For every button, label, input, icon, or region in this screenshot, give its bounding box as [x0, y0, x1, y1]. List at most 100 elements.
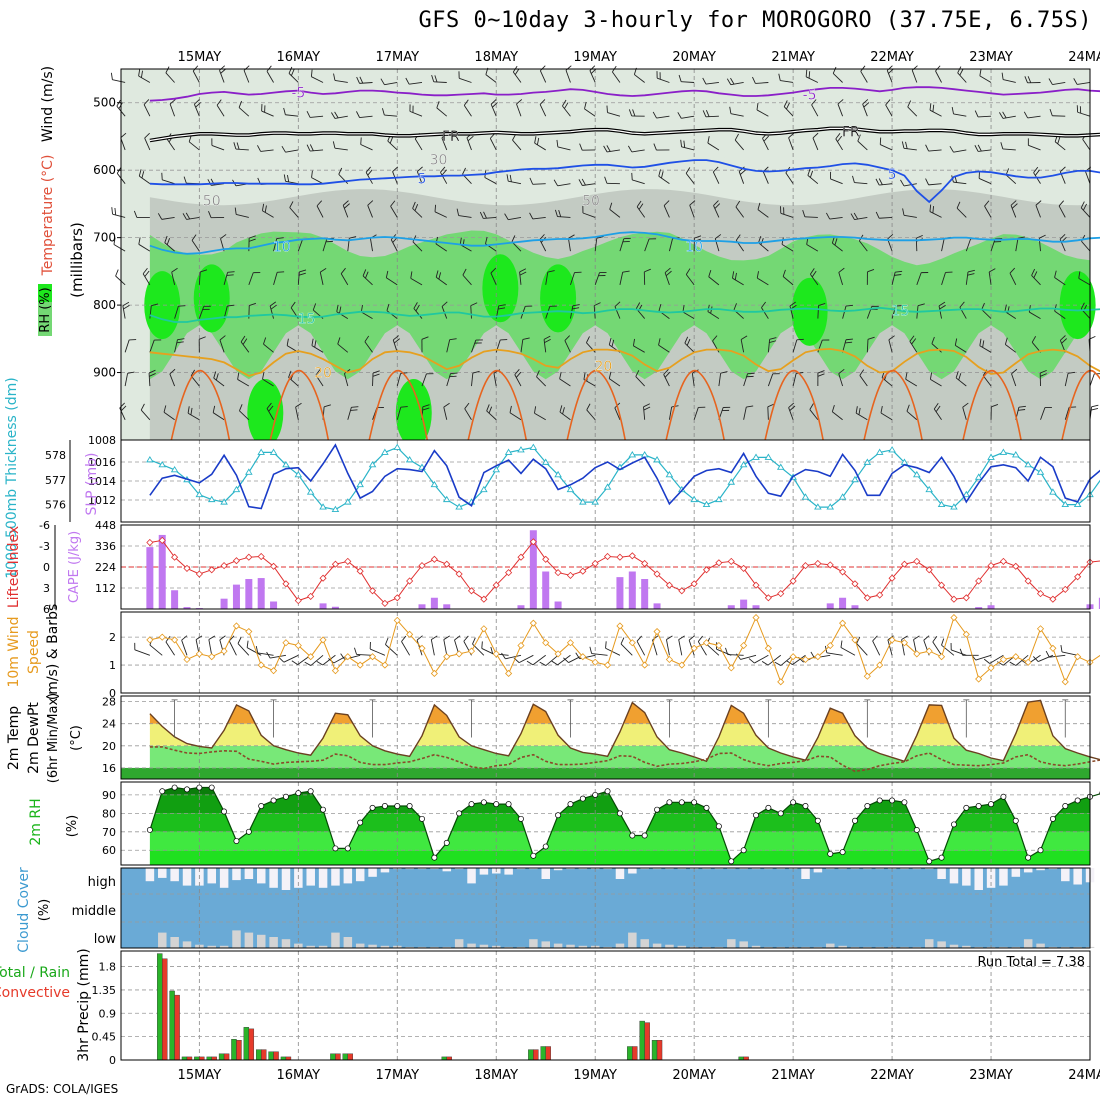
contour-label: -5 [291, 86, 305, 102]
lifted-index-point [591, 559, 599, 568]
rh-point [505, 801, 512, 808]
lifted-index-point [307, 592, 315, 600]
wind-barb [219, 65, 226, 71]
rh-saturated-blob [1059, 271, 1096, 340]
wind-barb [1073, 78, 1078, 85]
wind-barb [273, 238, 278, 252]
wind-barb [539, 661, 547, 666]
wind-barb [582, 183, 596, 186]
wind-barb [1029, 311, 1041, 319]
wind-barb [582, 212, 596, 218]
wind-barb [498, 304, 506, 307]
wind-barb [228, 635, 235, 642]
lifted-index-point [245, 553, 253, 561]
low-cloud-bar [306, 945, 315, 948]
wind-speed-point [282, 639, 290, 647]
wind-barb [337, 343, 349, 353]
wind-barb [988, 268, 996, 273]
wind-barb [767, 339, 771, 353]
lifted-index-point [1049, 595, 1057, 603]
wind-speed-point [1074, 653, 1082, 661]
wind-barb [518, 654, 534, 664]
wind-barb [611, 71, 621, 83]
thickness-point [282, 460, 290, 468]
wind-barb [174, 306, 179, 319]
wind-barb [932, 641, 942, 656]
high-cloud-bar [776, 868, 786, 870]
wind-barb [930, 378, 942, 387]
wind-barb [989, 654, 1004, 664]
wind-speed-point [146, 636, 154, 644]
wind-barb [290, 69, 295, 76]
cape-bar [146, 547, 154, 609]
wind-speed-point [678, 661, 686, 669]
wind-barb [636, 641, 646, 656]
wind-barb [755, 82, 769, 84]
wind-barb [157, 213, 163, 220]
rh-point [728, 858, 735, 865]
rh-point [357, 819, 364, 826]
wind-speed-point [257, 661, 265, 669]
precip-conv-bar [223, 1053, 230, 1061]
wind-barb [508, 180, 522, 185]
temperature-contour-5 [149, 159, 1100, 204]
low-cloud-bar [677, 945, 687, 948]
wind-barb [384, 114, 398, 117]
thickness-point [1049, 488, 1057, 495]
wind-barb [392, 166, 399, 172]
wind-barb [622, 270, 630, 273]
wind-barb [464, 408, 472, 420]
wind-barb [316, 200, 323, 207]
cape-bar [740, 599, 748, 609]
wind-barb [811, 104, 819, 117]
wind-barb [266, 408, 274, 420]
rh-saturated-blob [193, 264, 230, 333]
wind-barb [431, 75, 435, 82]
lifted-index-point [505, 569, 513, 577]
thickness-tick-label: 576 [45, 499, 66, 512]
wind-barb [862, 99, 869, 105]
low-cloud-bar [219, 945, 229, 948]
rh-point [221, 808, 228, 815]
wind-barb [485, 74, 497, 83]
high-cloud-bar [640, 868, 649, 870]
wind-barb [564, 340, 571, 353]
wind-barb [756, 109, 769, 117]
wind-barb [134, 649, 151, 656]
low-cloud-bar [949, 944, 959, 948]
wind-barb [812, 137, 819, 151]
wind-barb [169, 368, 176, 375]
low-cloud-bar [207, 945, 217, 948]
wind-barb [867, 268, 875, 273]
rh2m-unit: (%) [65, 815, 80, 838]
wind-barb [166, 139, 175, 151]
low-cloud-bar [318, 945, 328, 948]
wind-barb [886, 65, 893, 71]
thickness-point [838, 493, 847, 500]
high-cloud-bar [182, 868, 192, 886]
wind-barb [834, 238, 838, 246]
wind-barb [855, 412, 868, 421]
wind-barb [643, 406, 651, 411]
wind-barb [489, 138, 497, 151]
wind-barb [727, 654, 744, 656]
contour-label: 20 [314, 366, 332, 382]
wind-barb [488, 406, 493, 414]
high-cloud-bar [1048, 868, 1058, 870]
thickness-point [356, 480, 364, 488]
wind-barb [859, 375, 868, 387]
wind-barb [685, 268, 691, 275]
wind-barb [512, 71, 522, 83]
wind-barb [470, 305, 472, 319]
rh-tick-label: 70 [102, 826, 116, 839]
wind-barb [422, 404, 430, 408]
lifted-index-point [232, 557, 241, 565]
wind-barb [708, 269, 712, 277]
thickness-point [492, 465, 501, 473]
lifted-index-point [1012, 562, 1020, 570]
low-cloud-bar [900, 946, 909, 948]
wind-barb [736, 653, 741, 660]
wind-barb [928, 183, 942, 186]
wind-speed-point [702, 639, 711, 647]
